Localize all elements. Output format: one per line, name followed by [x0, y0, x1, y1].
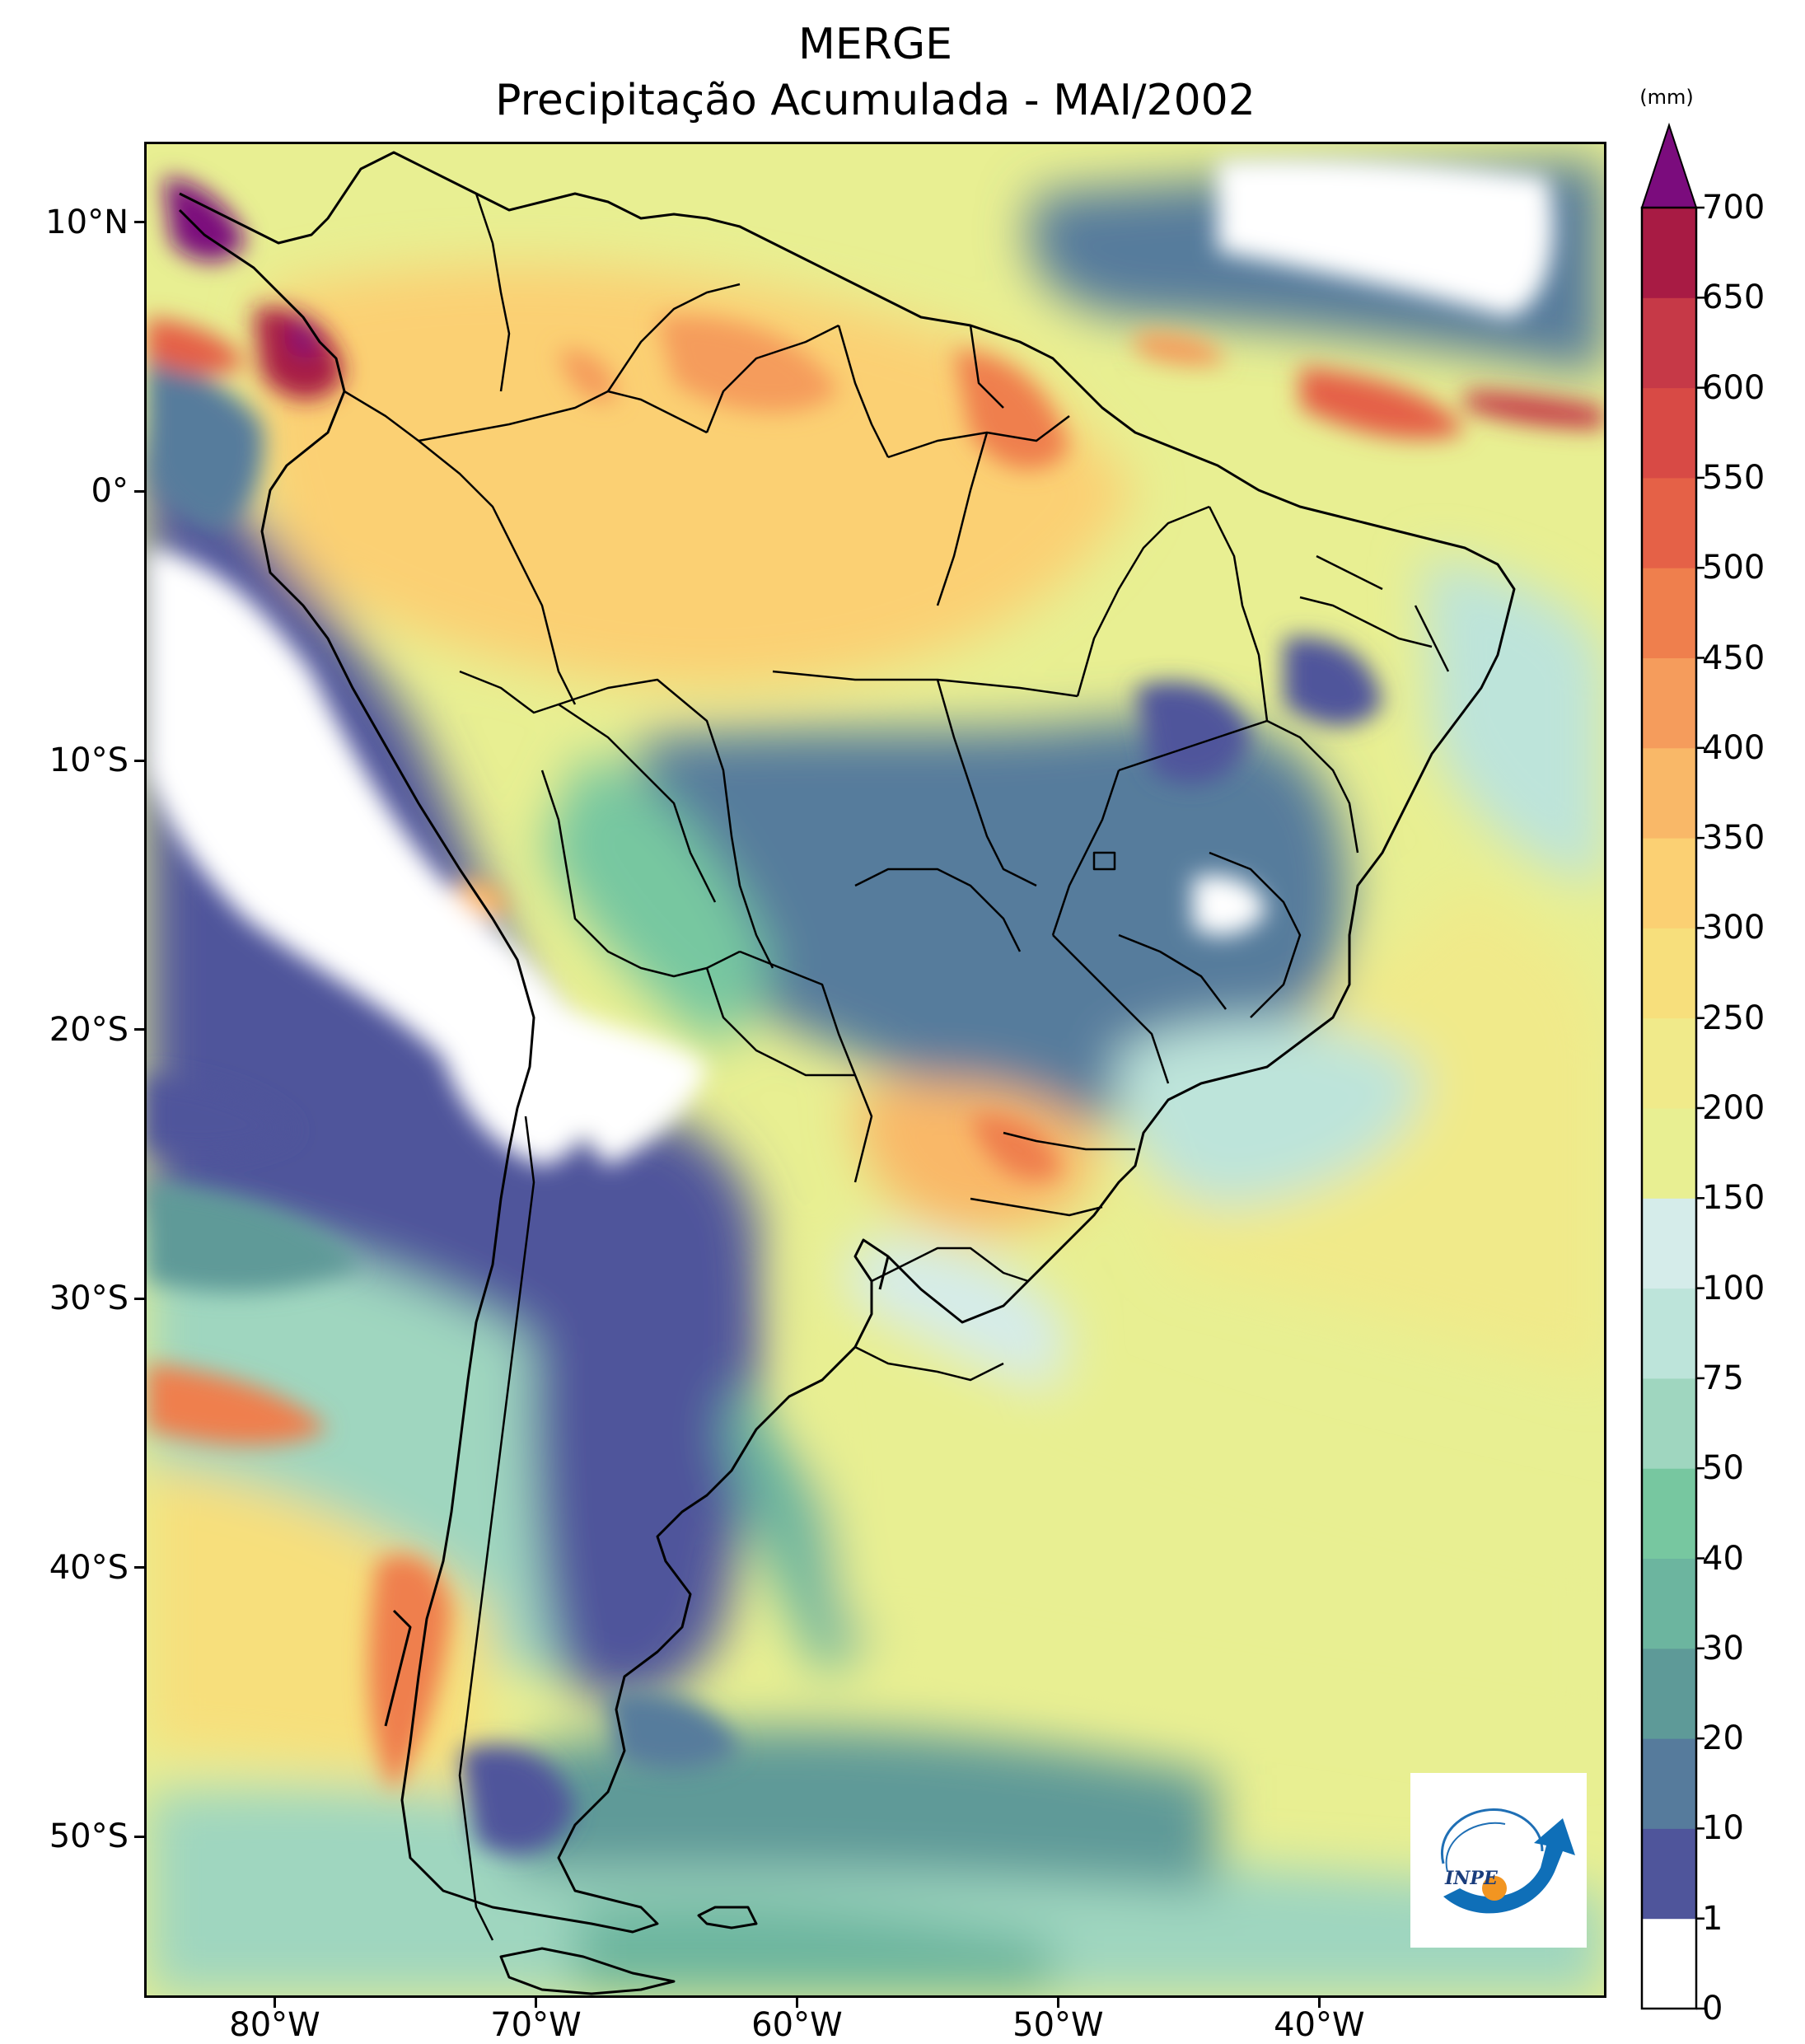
colorbar-bin	[1642, 1558, 1696, 1649]
colorbar-bin	[1642, 657, 1696, 749]
lon-tick-label: 50°W	[1012, 2006, 1104, 2044]
lat-tick-label: 30°S	[49, 1279, 129, 1318]
colorbar-tick-label: 40	[1702, 1539, 1744, 1578]
lon-tick-label: 70°W	[490, 2006, 582, 2044]
lon-tick-mark	[273, 1998, 276, 2008]
colorbar-bin	[1642, 1648, 1696, 1739]
colorbar-tick-label: 500	[1702, 549, 1765, 587]
colorbar-tick-label: 550	[1702, 458, 1765, 497]
colorbar-tick-label: 350	[1702, 819, 1765, 858]
colorbar-tick-label: 200	[1702, 1089, 1765, 1127]
coastlines	[178, 151, 1516, 1995]
colorbar-bin	[1642, 747, 1696, 839]
lat-tick-label: 0°	[91, 472, 129, 511]
colorbar-tick-label: 300	[1702, 909, 1765, 947]
inpe-logo-graphic: INPE	[1441, 1808, 1575, 1914]
lon-tick-label: 80°W	[229, 2006, 320, 2044]
colorbar-bin	[1642, 387, 1696, 479]
lon-tick-mark	[1056, 1998, 1059, 2008]
lon-tick-mark	[795, 1998, 798, 2008]
lat-tick-mark	[134, 489, 144, 493]
colorbar-tick-label: 450	[1702, 638, 1765, 677]
chart-subtitle: Precipitação Acumulada - MAI/2002	[495, 76, 1256, 125]
colorbar-tick-label: 1	[1702, 1899, 1723, 1938]
precipitation-map	[144, 142, 1606, 1998]
colorbar-bin	[1642, 1918, 1696, 2009]
colorbar-unit: (mm)	[1639, 86, 1694, 109]
colorbar-bin	[1642, 1738, 1696, 1829]
inpe-logo: INPE	[1410, 1773, 1587, 1948]
colorbar-tick-label: 150	[1702, 1179, 1765, 1218]
colorbar-tick-label: 600	[1702, 368, 1765, 407]
colorbar-tick-label: 400	[1702, 728, 1765, 767]
chart-title: MERGE	[797, 20, 952, 69]
inpe-logo-text: INPE	[1444, 1868, 1499, 1889]
colorbar-bin	[1642, 928, 1696, 1019]
lat-tick-label: 20°S	[49, 1010, 129, 1049]
lat-tick-mark	[134, 1566, 144, 1569]
colorbar-tick-label: 75	[1702, 1359, 1744, 1397]
colorbar-tick-label: 10	[1702, 1809, 1744, 1848]
colorbar-tick-label: 20	[1702, 1719, 1744, 1758]
lon-tick-label: 40°W	[1274, 2006, 1365, 2044]
lat-tick-label: 10°N	[45, 203, 129, 241]
lon-tick-mark	[1317, 1998, 1321, 2008]
colorbar-tick-label: 50	[1702, 1449, 1744, 1488]
lat-tick-label: 50°S	[49, 1817, 129, 1856]
colorbar-bin	[1642, 1377, 1696, 1469]
colorbar-bin	[1642, 208, 1696, 298]
colorbar-tick-label: 700	[1702, 189, 1765, 227]
colorbar-tick-label: 650	[1702, 278, 1765, 317]
colorbar-bin	[1642, 1288, 1696, 1379]
lat-tick-mark	[134, 1028, 144, 1031]
lat-tick-mark	[134, 1297, 144, 1300]
lon-tick-label: 60°W	[751, 2006, 843, 2044]
lat-tick-mark	[134, 221, 144, 224]
colorbar-bin	[1642, 1017, 1696, 1109]
colorbar-extend-triangle	[1640, 122, 1698, 208]
colorbar-tick-label: 30	[1702, 1629, 1744, 1667]
colorbar-bin	[1642, 1108, 1696, 1199]
map-canvas	[147, 144, 1604, 1995]
lat-tick-label: 40°S	[49, 1548, 129, 1587]
lat-tick-label: 10°S	[49, 741, 129, 779]
colorbar-tick-label: 250	[1702, 999, 1765, 1037]
colorbar-bin	[1642, 1828, 1696, 1920]
precip-field-detail	[147, 159, 1604, 1855]
colorbar-bin	[1642, 1198, 1696, 1289]
lat-tick-mark	[134, 759, 144, 762]
colorbar-tick-label: 0	[1702, 1990, 1723, 2028]
colorbar-bin	[1642, 477, 1696, 568]
colorbar-bin	[1642, 838, 1696, 928]
country-borders	[344, 193, 1450, 1941]
colorbar-bin	[1642, 1468, 1696, 1559]
lon-tick-mark	[534, 1998, 537, 2008]
colorbar-bin	[1642, 297, 1696, 389]
colorbar-bin	[1642, 568, 1696, 658]
colorbar-frame	[1640, 206, 1698, 2010]
precip-field-broad	[147, 161, 1604, 1995]
lat-tick-mark	[134, 1835, 144, 1838]
colorbar-tick-label: 100	[1702, 1269, 1765, 1307]
